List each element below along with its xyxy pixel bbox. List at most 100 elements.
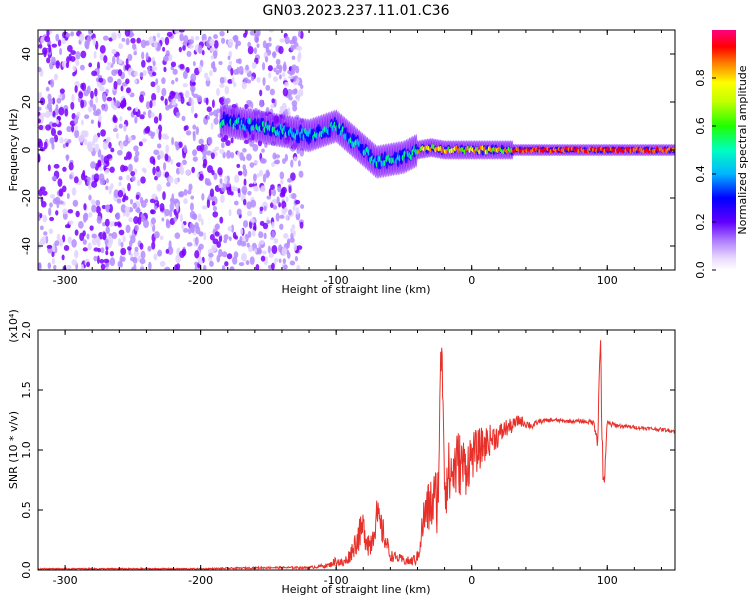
spectrogram-cell bbox=[55, 104, 59, 111]
spectrogram-cell bbox=[131, 266, 136, 270]
spectrogram-cell bbox=[291, 100, 298, 107]
spectrogram-cell bbox=[281, 102, 287, 111]
spectrogram-cell bbox=[125, 134, 129, 143]
spectrogram-cell bbox=[144, 127, 150, 134]
spectrogram-cell bbox=[260, 157, 266, 164]
spectrogram-cell bbox=[217, 167, 223, 176]
spectrogram-cell bbox=[178, 30, 185, 33]
spectrogram-cell bbox=[110, 183, 114, 190]
spectrogram-cell bbox=[289, 39, 294, 45]
spectrogram-cell bbox=[74, 85, 78, 93]
spectrogram-cell bbox=[150, 81, 156, 88]
spectrogram-cell bbox=[50, 56, 56, 65]
x-tick-label: 100 bbox=[597, 274, 618, 287]
spectrogram-cell bbox=[179, 250, 185, 259]
spectrogram-cell bbox=[103, 258, 110, 264]
spectrogram-cell bbox=[247, 41, 251, 48]
spectrogram-cell bbox=[242, 148, 247, 153]
spectrogram-cell bbox=[149, 100, 153, 109]
spectrogram-cell bbox=[179, 213, 183, 223]
spectrogram-cell bbox=[225, 139, 231, 147]
spectrogram-cell bbox=[186, 242, 193, 247]
x-tick-label: 100 bbox=[597, 574, 618, 587]
spectrogram-cell bbox=[45, 86, 50, 92]
spectrogram-cell bbox=[170, 61, 177, 68]
spectrogram-cell bbox=[272, 51, 277, 59]
spectrogram-cell bbox=[179, 63, 185, 70]
spectrogram-cell bbox=[100, 247, 105, 254]
spectrogram-cell bbox=[202, 264, 207, 270]
spectrogram-cell bbox=[201, 205, 208, 210]
spectrogram-cell bbox=[105, 226, 110, 235]
spectrogram-cell bbox=[266, 219, 271, 224]
spectrogram-cell bbox=[283, 264, 288, 270]
spectrogram-cell bbox=[182, 83, 188, 88]
spectrogram-cell bbox=[121, 37, 126, 42]
spectrogram-cell bbox=[159, 260, 166, 267]
spectrogram-cell bbox=[134, 150, 140, 157]
spectrogram-cell bbox=[107, 242, 112, 249]
spectrogram-cell bbox=[264, 56, 269, 63]
spectrogram-cell bbox=[233, 200, 239, 206]
spectrogram-cell bbox=[248, 183, 254, 188]
snr-series-line bbox=[38, 340, 675, 570]
spectrogram-cell bbox=[236, 208, 242, 216]
spectrogram-cell bbox=[123, 124, 127, 132]
spectrogram-cell bbox=[232, 81, 237, 88]
spectrogram-cell bbox=[122, 97, 127, 106]
spectrogram-cell bbox=[112, 55, 116, 65]
spectrogram-cell bbox=[62, 208, 68, 215]
spectrogram-cell bbox=[93, 110, 100, 117]
spectrogram-cell bbox=[280, 179, 284, 185]
spectrogram-cell bbox=[156, 183, 162, 192]
spectrogram-cell bbox=[42, 47, 48, 55]
spectrogram-cell bbox=[59, 137, 64, 144]
spectrogram-cell bbox=[253, 248, 258, 253]
spectrogram-cell bbox=[140, 176, 146, 184]
spectrogram-cell bbox=[236, 163, 241, 168]
spectrogram-cell bbox=[102, 35, 109, 41]
spectrogram-cell bbox=[152, 99, 156, 107]
spectrogram-cell bbox=[235, 43, 238, 50]
spectrogram-cell bbox=[291, 224, 296, 230]
spectrogram-cell bbox=[140, 250, 146, 259]
spectrogram-cell bbox=[211, 200, 216, 206]
spectrogram-cell bbox=[93, 255, 98, 262]
spectrogram-cell bbox=[49, 216, 55, 222]
spectrogram-cell bbox=[231, 77, 235, 84]
spectrogram-cell bbox=[141, 51, 145, 60]
spectrogram-cell bbox=[80, 50, 87, 59]
spectrogram-cell bbox=[122, 235, 126, 243]
x-tick-label: -300 bbox=[53, 574, 78, 587]
spectrogram-cell bbox=[119, 115, 123, 122]
spectrogram-cell bbox=[271, 162, 275, 168]
spectrogram-cell bbox=[165, 218, 170, 226]
spectrogram-cell bbox=[175, 144, 180, 151]
spectrogram-cell bbox=[212, 211, 219, 218]
spectrogram-cell bbox=[94, 143, 100, 153]
spectrogram-cell bbox=[286, 88, 293, 97]
spectrogram-cell bbox=[253, 159, 259, 165]
spectrogram-cell bbox=[142, 69, 147, 76]
spectrogram-cell bbox=[126, 106, 132, 111]
spectrogram-cell bbox=[268, 252, 274, 258]
spectrogram-cell bbox=[269, 88, 275, 96]
x-tick-label: -200 bbox=[188, 574, 213, 587]
spectrogram-x-ticks: -300 -200 -100 0 100 bbox=[37, 30, 662, 287]
spectrogram-cell bbox=[48, 44, 52, 53]
spectrogram-cell bbox=[157, 154, 161, 161]
spectrogram-cell bbox=[133, 145, 139, 152]
spectrogram-cell bbox=[261, 250, 267, 255]
spectrogram-cell bbox=[125, 78, 130, 85]
spectrogram-cell bbox=[56, 233, 61, 242]
spectrogram-cell bbox=[152, 166, 156, 176]
spectrogram-cell bbox=[218, 248, 223, 258]
spectrogram-cell bbox=[268, 72, 272, 79]
spectrogram-cell bbox=[178, 141, 183, 148]
spectrogram-cell bbox=[255, 263, 260, 270]
spectrogram-cell bbox=[99, 45, 106, 54]
spectrogram-cell bbox=[62, 143, 66, 149]
spectrogram-cell bbox=[275, 70, 280, 75]
spectrogram-cell bbox=[159, 235, 164, 240]
spectrogram-cell bbox=[259, 99, 264, 108]
